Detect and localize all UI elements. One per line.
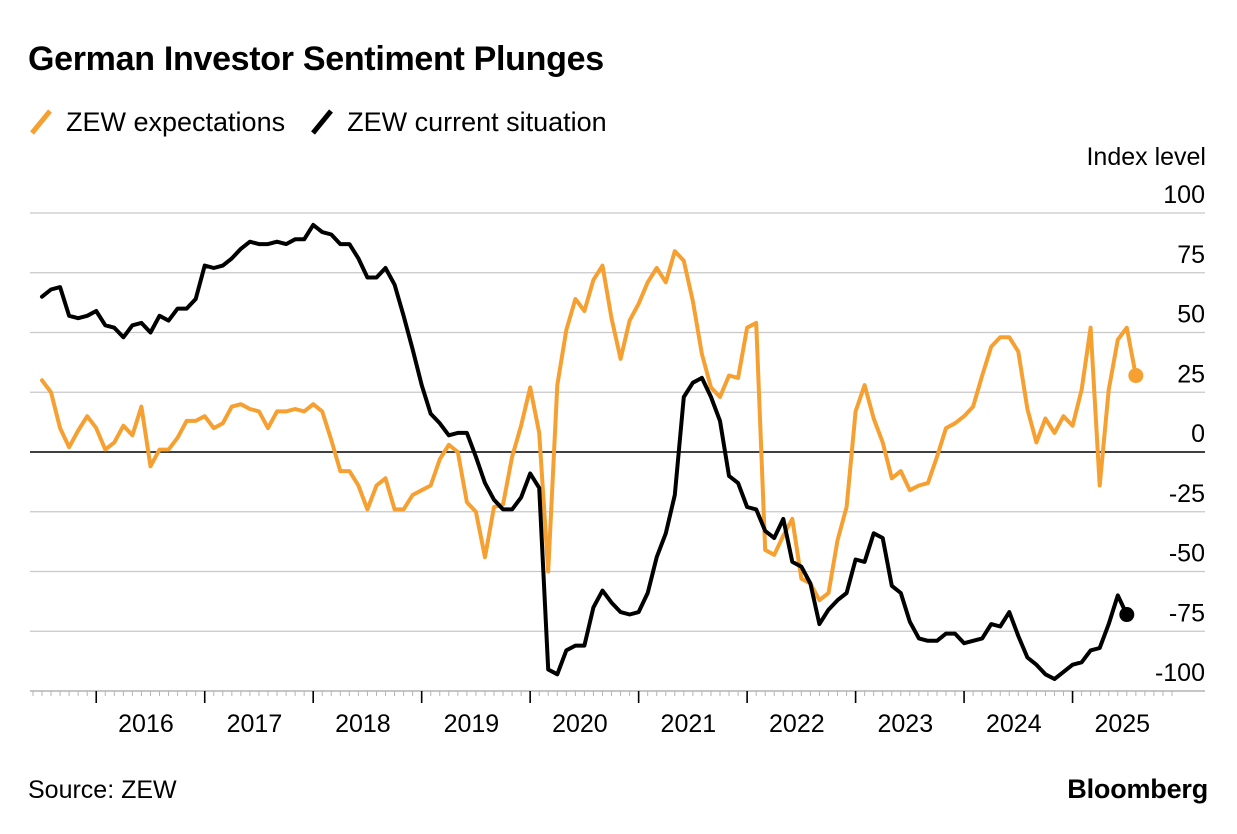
chart-title: German Investor Sentiment Plunges xyxy=(28,40,604,78)
y-tick-label: -100 xyxy=(1155,659,1205,687)
legend-label-expectations: ZEW expectations xyxy=(66,106,286,137)
x-tick-label: 2024 xyxy=(986,710,1042,738)
source-note: Source: ZEW xyxy=(28,776,177,804)
x-tick-label: 2016 xyxy=(118,710,174,738)
y-tick-label: -50 xyxy=(1169,540,1205,568)
y-tick-label: 100 xyxy=(1163,181,1205,209)
x-tick-label: 2018 xyxy=(335,710,391,738)
series-line-expectations xyxy=(40,249,1138,603)
legend-label-current-situation: ZEW current situation xyxy=(347,106,607,137)
legend-swatch-current-situation xyxy=(311,109,334,135)
legend-swatch-expectations xyxy=(30,109,52,135)
bloomberg-logo: Bloomberg xyxy=(1067,774,1208,804)
y-tick-label: -75 xyxy=(1169,599,1205,627)
y-tick-label: 50 xyxy=(1177,301,1205,329)
series-line-current-situation xyxy=(40,222,1129,681)
y-tick-label: 75 xyxy=(1177,241,1205,269)
x-tick-label: 2025 xyxy=(1094,710,1150,738)
legend: ZEW expectations ZEW current situation xyxy=(28,104,631,140)
x-tick-label: 2020 xyxy=(552,710,608,738)
y-axis-unit-label: Index level xyxy=(1086,143,1206,171)
y-tick-label: -25 xyxy=(1169,480,1205,508)
end-marker-current-situation xyxy=(1119,607,1135,623)
legend-item-expectations: ZEW expectations xyxy=(28,107,285,138)
x-tick-label: 2021 xyxy=(661,710,717,738)
x-tick-label: 2022 xyxy=(769,710,825,738)
x-tick-label: 2017 xyxy=(227,710,283,738)
end-marker-expectations xyxy=(1128,368,1144,384)
x-tick-label: 2019 xyxy=(444,710,500,738)
x-tick-label: 2023 xyxy=(878,710,934,738)
legend-item-current-situation: ZEW current situation xyxy=(309,107,607,138)
y-tick-label: 0 xyxy=(1191,420,1205,448)
y-tick-label: 25 xyxy=(1177,360,1205,388)
